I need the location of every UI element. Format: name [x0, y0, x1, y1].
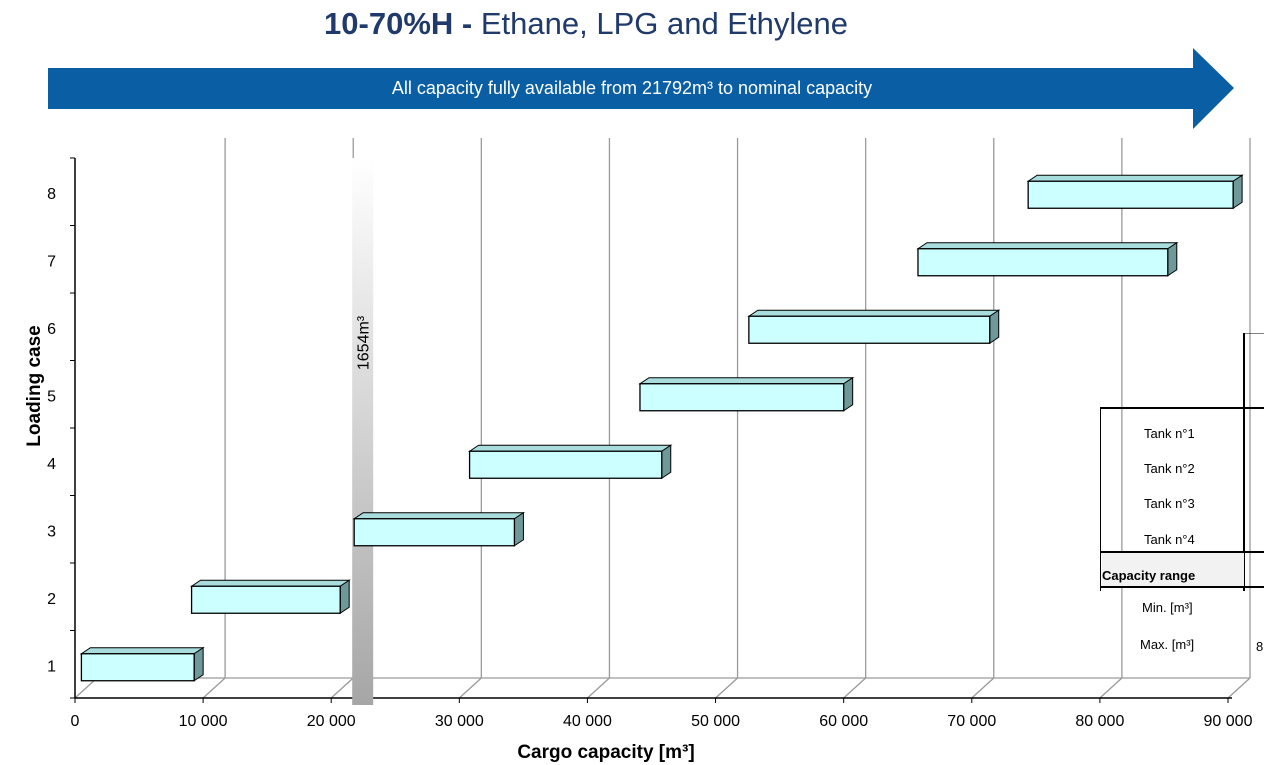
bar-case-3: [352, 511, 526, 547]
y-tick-label-5: 5: [47, 388, 56, 405]
grid-line-diag-4: [587, 677, 610, 699]
grid-line-diag-2: [330, 677, 354, 699]
bar-side-6: [989, 309, 1000, 345]
y-tick-label-8: 8: [47, 186, 56, 203]
bars-group: [79, 174, 1244, 682]
x-tick-labels: 0 10 000 20 000 30 000 40 000 50 000 60 000 70 …: [71, 713, 1253, 730]
x-tick-label-4: 40 000: [563, 713, 612, 730]
bar-top-5: [638, 377, 855, 385]
y-tick-label-7: 7: [47, 253, 56, 270]
title-rest: Ethane, LPG and Ethylene: [480, 6, 848, 41]
table-row-tank-2: Tank n°2: [1144, 461, 1195, 476]
table-lines: [1100, 333, 1264, 591]
table-section-capacity-range: Capacity range: [1102, 568, 1196, 583]
y-tick-label-3: 3: [47, 523, 56, 540]
banner-text: All capacity fully available from 21792m…: [392, 78, 872, 98]
bar-case-6: [747, 309, 1001, 345]
y-tick-label-2: 2: [47, 591, 56, 608]
x-tick-label-2: 20 000: [307, 713, 356, 730]
banner-arrow-shape: [48, 48, 1234, 129]
availability-banner-arrow: All capacity fully available from 21792m…: [48, 48, 1234, 129]
title-bold: 10-70%H -: [324, 6, 473, 41]
bar-front-6: [748, 315, 991, 344]
table-min-label: Min. [m³]: [1142, 600, 1193, 615]
grid-line-diag-3: [458, 677, 482, 699]
bar-front-1: [80, 653, 195, 682]
page-title: 10-70%H - Ethane, LPG and Ethylene: [0, 6, 1172, 42]
bar-top-1: [79, 647, 205, 655]
x-axis-title: Cargo capacity [m³]: [517, 742, 694, 763]
bar-case-1: [79, 646, 205, 682]
grid-line-diag-5: [715, 677, 738, 699]
table-row-tank-1: Tank n°1: [1144, 426, 1195, 441]
bar-front-4: [468, 450, 663, 479]
grid-lines: [74, 138, 1251, 699]
grid-line-diag-1: [202, 677, 226, 699]
bar-case-4: [467, 444, 673, 480]
y-tick-labels: 1 2 3 4 5 6 7 8: [47, 186, 56, 676]
x-tick-label-1: 10 000: [179, 713, 228, 730]
y-axis-title: Loading case: [24, 325, 45, 446]
y-tick-label-4: 4: [47, 456, 56, 473]
bar-top-8: [1026, 174, 1244, 182]
bar-case-5: [638, 376, 855, 412]
bar-top-4: [467, 444, 673, 452]
x-tick-label-9: 90 000: [1204, 713, 1253, 730]
section-shade: [1102, 553, 1244, 586]
table-max-label: Max. [m³]: [1140, 637, 1195, 652]
bar-front-8: [1027, 180, 1234, 209]
bar-side-2: [339, 579, 350, 615]
bar-side-8: [1232, 174, 1243, 210]
grid-line-diag-7: [971, 677, 995, 699]
grid-line-diag-6: [843, 677, 867, 699]
grid-line-diag-8: [1099, 677, 1123, 699]
bar-top-2: [189, 579, 351, 587]
bar-side-4: [661, 444, 672, 480]
chart-axes: [70, 157, 1232, 703]
y-tick-label-6: 6: [47, 321, 56, 338]
bar-side-3: [513, 511, 524, 547]
gap-label: 1654m³: [356, 315, 373, 370]
grid-line-diag-9: [1227, 677, 1251, 699]
bar-front-2: [190, 585, 341, 614]
bar-side-5: [843, 376, 854, 412]
bar-side-1: [193, 646, 204, 682]
gap-band: 1654m³: [352, 158, 374, 705]
bar-front-5: [639, 383, 845, 412]
bar-top-6: [747, 309, 1001, 317]
x-tick-label-8: 80 000: [1075, 713, 1124, 730]
bar-case-7: [916, 241, 1179, 277]
bar-front-7: [917, 248, 1169, 277]
table-row-tank-3: Tank n°3: [1144, 496, 1195, 511]
x-tick-label-7: 70 000: [947, 713, 996, 730]
gap-band-rect: [352, 158, 374, 705]
bar-case-2: [189, 579, 351, 615]
table-max-value: 8: [1256, 639, 1264, 654]
x-tick-label-6: 60 000: [819, 713, 868, 730]
x-tick-label-5: 50 000: [691, 713, 740, 730]
bar-top-3: [352, 512, 526, 520]
x-tick-label-3: 30 000: [435, 713, 484, 730]
bar-case-8: [1026, 174, 1244, 210]
y-tick-label-1: 1: [47, 658, 56, 675]
x-tick-label-0: 0: [71, 713, 80, 730]
bar-top-7: [916, 242, 1179, 250]
capacity-table: Tank n°1 Tank n°2 Tank n°3 Tank n°4 Capa…: [1100, 333, 1264, 658]
bar-side-7: [1167, 241, 1178, 277]
table-row-tank-4: Tank n°4: [1144, 532, 1195, 547]
bar-front-3: [353, 518, 516, 547]
